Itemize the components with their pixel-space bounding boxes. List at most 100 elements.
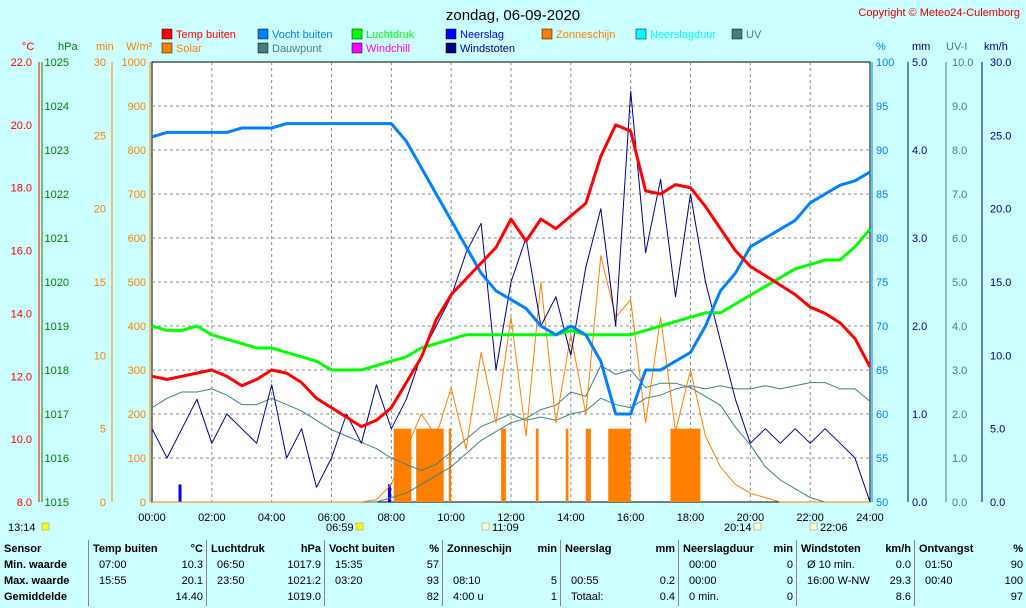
solar-tick-label: 700 xyxy=(128,189,146,201)
copyright: Copyright © Meteo24-Culemborg xyxy=(858,7,1020,19)
stats-cell-row: 16:00 W-NW 29.3 xyxy=(801,574,911,589)
stats-column-unit: min xyxy=(537,543,557,555)
pressure-tick-label: 1025 xyxy=(45,57,69,69)
time-tick-label: 14:00 xyxy=(557,512,585,524)
humidity-axis-unit: % xyxy=(876,41,886,53)
legend-swatch xyxy=(635,28,647,40)
minutes-tick-label: 30 xyxy=(94,57,106,69)
minutes-tick-label: 10 xyxy=(94,350,106,362)
wind-tick-label: 25.0 xyxy=(990,130,1011,142)
humidity-tick-label: 70 xyxy=(876,321,888,333)
legend-label: Solar xyxy=(176,43,202,55)
row-label-max: Max. waarde xyxy=(4,575,70,587)
rain-tick-label: 0.0 xyxy=(912,497,927,509)
statistics-table: Sensor Min. waarde Max. waarde Gemiddeld… xyxy=(0,540,1026,608)
humidity-tick-label: 95 xyxy=(876,101,888,113)
wind-tick-label: 0.0 xyxy=(990,497,1005,509)
stats-cell-time: Totaal: xyxy=(571,591,604,603)
zonneschijn-bar xyxy=(448,428,452,502)
stats-cell-value: 100 xyxy=(1004,575,1023,587)
stats-cell-row: 01:50 90 xyxy=(919,558,1023,573)
stats-cell-row: 15:55 20.1 xyxy=(93,574,203,589)
stats-column-header: Luchtdruk hPa xyxy=(211,542,321,557)
solar-tick-label: 800 xyxy=(128,145,146,157)
solar-tick-label: 400 xyxy=(128,321,146,333)
uv-tick-label: 2.0 xyxy=(952,409,967,421)
stats-cell-value: 1 xyxy=(550,591,557,603)
stats-cell-value: 0.0 xyxy=(895,559,911,571)
stats-cell-value: 93 xyxy=(426,575,439,587)
marker-icon-solar_noon xyxy=(481,522,490,531)
pressure-tick-label: 1019 xyxy=(45,321,69,333)
marker-moonset: 22:06 xyxy=(820,522,848,534)
stats-cell-row: 82 xyxy=(329,590,439,605)
row-label-min: Min. waarde xyxy=(4,559,67,571)
stats-column-header: Ontvangst% xyxy=(919,542,1023,557)
zonneschijn-bar xyxy=(416,428,444,502)
stats-cell-time: 01:50 xyxy=(925,559,953,571)
stats-cell-row: 14.40 xyxy=(93,590,203,605)
solar-tick-label: 300 xyxy=(128,365,146,377)
pressure-axis-unit: hPa xyxy=(58,41,78,53)
stats-cell-time: 00:00 xyxy=(689,575,717,587)
legend-label: Temp buiten xyxy=(176,29,236,41)
stats-column-neerslag: Neerslag mm 00:55 0.2 Totaal: 0.4 xyxy=(560,540,679,606)
stats-column-unit: hPa xyxy=(300,543,321,555)
marker-icon-moonrise xyxy=(41,522,50,531)
pressure-tick-label: 1018 xyxy=(45,365,69,377)
stats-column-title: Neerslag xyxy=(565,543,612,555)
marker-moonrise: 13:14 xyxy=(8,522,36,534)
humidity-tick-label: 85 xyxy=(876,189,888,201)
stats-cell-value: 5 xyxy=(550,575,557,587)
pressure-tick-label: 1021 xyxy=(45,233,69,245)
uv-tick-label: 9.0 xyxy=(952,101,967,113)
stats-cell-value: 0 xyxy=(786,559,793,571)
wind-tick-label: 15.0 xyxy=(990,277,1011,289)
legend-swatch xyxy=(161,42,173,54)
stats-cell-row: 0 min. 0 xyxy=(683,590,793,605)
stats-cell-row: 08:10 5 xyxy=(447,574,557,589)
zonneschijn-bar xyxy=(535,428,539,502)
stats-cell-row: 23:50 1021.2 xyxy=(211,574,321,589)
neerslag-bar xyxy=(387,484,391,502)
legend-label: Neerslag xyxy=(460,29,504,41)
minutes-tick-label: 25 xyxy=(94,130,106,142)
temp-tick-label: 16.0 xyxy=(11,246,32,258)
stats-cell-row: 00:00 0 xyxy=(683,574,793,589)
stats-column-title: Luchtdruk xyxy=(211,543,265,555)
humidity-tick-label: 100 xyxy=(876,57,894,69)
wind-tick-label: 20.0 xyxy=(990,204,1011,216)
pressure-tick-label: 1015 xyxy=(45,497,69,509)
stats-cell-value: 0 xyxy=(786,575,793,587)
solar-tick-label: 100 xyxy=(128,453,146,465)
stats-cell-time: 00:00 xyxy=(689,559,717,571)
wind-tick-label: 30.0 xyxy=(990,57,1011,69)
stats-cell-time: 15:55 xyxy=(99,575,127,587)
stats-column-zonneschijn: Zonneschijn min 08:10 5 4:00 u 1 xyxy=(442,540,561,606)
stats-cell-value: 0 xyxy=(786,591,793,603)
uv-tick-label: 8.0 xyxy=(952,145,967,157)
stats-column-title: Ontvangst xyxy=(919,543,974,555)
row-label-sensor: Sensor xyxy=(4,543,42,555)
stats-column-temp-buiten: Temp buiten °C 07:00 10.3 15:55 20.1 14.40 xyxy=(88,540,207,606)
series-line-dauwpunt xyxy=(151,382,871,472)
pressure-tick-label: 1024 xyxy=(45,101,69,113)
temp-tick-label: 12.0 xyxy=(11,371,32,383)
stats-column-title: Windstoten xyxy=(801,543,861,555)
stats-cell-time: 4:00 u xyxy=(453,591,484,603)
series-line-vocht-buiten xyxy=(151,122,871,416)
uv-axis-unit: UV-I xyxy=(946,41,967,53)
rain-tick-label: 5.0 xyxy=(912,57,927,69)
legend-swatch xyxy=(257,28,269,40)
legend-swatch xyxy=(161,28,173,40)
solar-tick-label: 900 xyxy=(128,101,146,113)
stats-cell-time: 00:40 xyxy=(925,575,953,587)
legend-swatch xyxy=(351,42,363,54)
humidity-tick-label: 65 xyxy=(876,365,888,377)
humidity-tick-label: 75 xyxy=(876,277,888,289)
zonneschijn-bar xyxy=(608,428,631,502)
stats-column-neerslagduur: Neerslagduur min 00:00 0 00:00 0 0 min. 0 xyxy=(678,540,797,606)
marker-icon-sunrise xyxy=(355,522,364,531)
stats-cell-value: 82 xyxy=(426,591,439,603)
time-tick-label: 04:00 xyxy=(258,512,286,524)
